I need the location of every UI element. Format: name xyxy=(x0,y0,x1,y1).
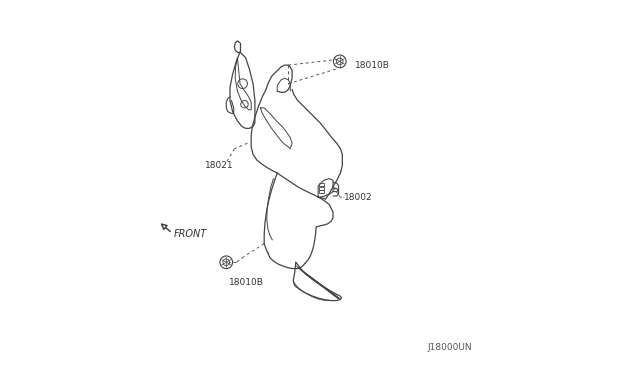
Text: FRONT: FRONT xyxy=(174,230,207,239)
Text: J18000UN: J18000UN xyxy=(428,343,472,352)
Bar xyxy=(319,190,324,193)
Bar xyxy=(319,183,324,186)
Text: 18010B: 18010B xyxy=(355,61,390,70)
Text: 18021: 18021 xyxy=(205,161,234,170)
Text: 18010B: 18010B xyxy=(229,278,264,287)
Text: 18002: 18002 xyxy=(344,193,373,202)
Bar xyxy=(319,187,324,190)
